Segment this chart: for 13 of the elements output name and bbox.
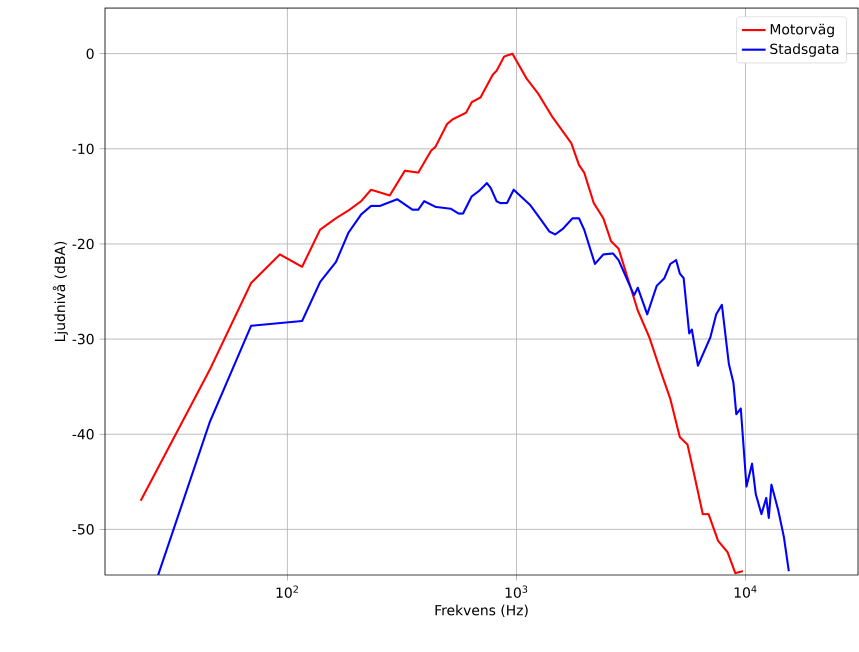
y-tick-label: -20 — [72, 238, 94, 250]
x-axis-title: Frekvens (Hz) — [436, 604, 528, 618]
y-tick-label: -40 — [72, 428, 94, 440]
y-tick-label: -10 — [72, 144, 94, 154]
legend-label: Stadsgata — [770, 43, 838, 57]
y-tick-label: -30 — [72, 334, 94, 344]
legend-label: Motorväg — [770, 24, 834, 38]
y-tick-label: -50 — [72, 524, 94, 535]
y-tick-label: 0 — [86, 48, 94, 59]
y-axis-title: Ljudnivå (dBA) — [52, 242, 68, 342]
x-tick-label: 10$^{3}$ — [506, 585, 528, 598]
x-tick-label: 10$^{2}$ — [276, 585, 298, 598]
x-tick-label: 10$^{4}$ — [734, 585, 757, 598]
